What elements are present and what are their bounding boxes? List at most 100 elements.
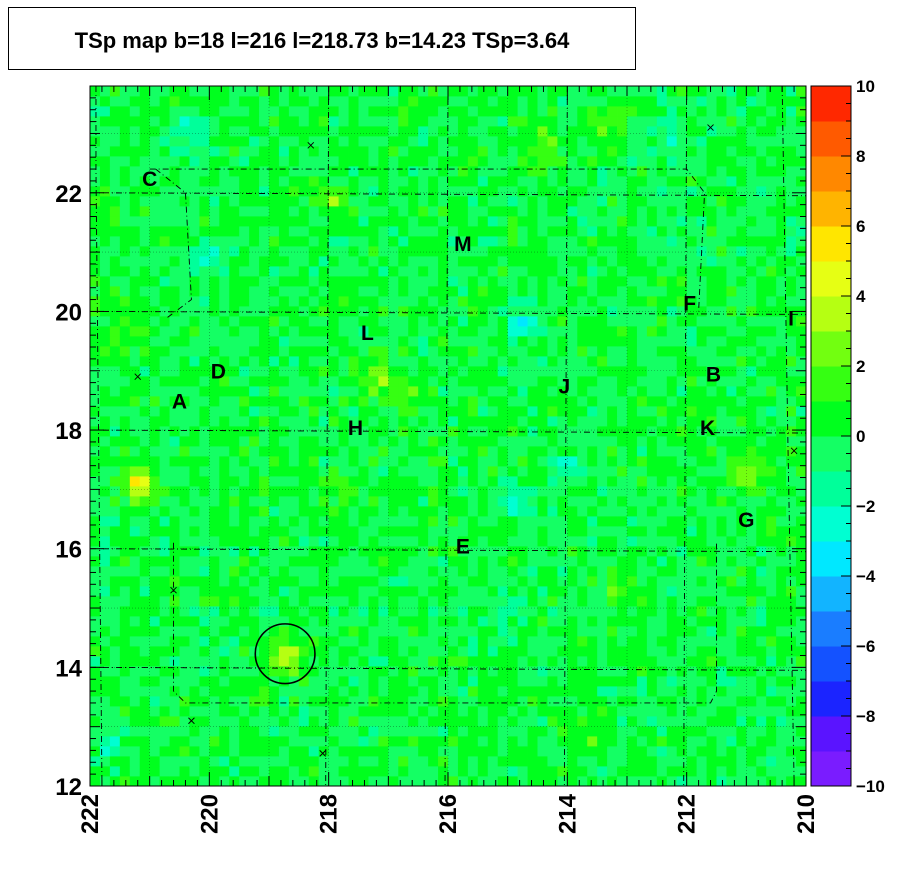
heat-cell bbox=[477, 106, 489, 117]
heat-cell bbox=[298, 296, 310, 307]
heat-cell bbox=[766, 456, 777, 467]
heat-cell bbox=[776, 656, 787, 667]
heat-cell bbox=[587, 126, 598, 137]
heat-cell bbox=[477, 536, 489, 547]
heat-cell bbox=[557, 516, 568, 527]
heat-cell bbox=[229, 316, 240, 327]
heat-cell bbox=[358, 716, 369, 727]
heat-cell bbox=[209, 496, 220, 507]
heat-cell bbox=[318, 466, 330, 477]
heat-cell bbox=[627, 776, 638, 787]
heat-cell bbox=[179, 156, 190, 167]
heat-cell bbox=[627, 626, 638, 637]
heat-cell bbox=[169, 86, 180, 97]
heat-cell bbox=[676, 396, 688, 407]
heat-cell bbox=[686, 396, 698, 407]
heat-cell bbox=[537, 596, 548, 607]
heat-cell bbox=[706, 616, 717, 627]
heat-cell bbox=[467, 216, 479, 227]
heat-cell bbox=[298, 116, 310, 127]
heat-cell bbox=[666, 216, 678, 227]
heat-cell bbox=[179, 526, 190, 537]
heat-cell bbox=[786, 566, 797, 577]
heat-cell bbox=[189, 486, 200, 497]
heat-cell bbox=[229, 706, 240, 717]
heat-cell bbox=[617, 96, 628, 107]
heat-cell bbox=[119, 286, 131, 297]
heat-cell bbox=[597, 336, 608, 347]
heat-cell bbox=[229, 426, 240, 437]
heat-cell bbox=[567, 116, 578, 127]
heat-cell bbox=[567, 506, 578, 517]
heat-cell bbox=[199, 516, 210, 527]
heat-cell bbox=[467, 716, 479, 727]
heat-cell bbox=[99, 606, 111, 617]
heat-cell bbox=[249, 136, 260, 147]
heat-cell bbox=[696, 746, 707, 757]
heat-cell bbox=[527, 346, 538, 357]
heat-cell bbox=[577, 716, 588, 727]
heat-cell bbox=[169, 116, 180, 127]
heat-cell bbox=[457, 476, 469, 487]
heat-cell bbox=[487, 366, 499, 377]
heat-cell bbox=[278, 246, 290, 257]
heat-cell bbox=[378, 616, 389, 627]
heat-cell bbox=[656, 206, 668, 217]
heat-cell bbox=[99, 256, 111, 267]
heat-cell bbox=[716, 116, 727, 127]
heat-cell bbox=[736, 416, 747, 427]
heat-cell bbox=[646, 716, 658, 727]
heat-cell bbox=[129, 536, 141, 547]
heat-cell bbox=[269, 456, 280, 467]
heat-cell bbox=[229, 686, 240, 697]
heat-cell bbox=[318, 146, 330, 157]
heat-cell bbox=[278, 176, 290, 187]
heat-cell bbox=[219, 416, 230, 427]
heat-cell bbox=[119, 426, 131, 437]
heat-cell bbox=[278, 706, 290, 717]
heat-cell bbox=[428, 116, 439, 127]
heat-cell bbox=[209, 306, 220, 317]
heat-cell bbox=[338, 666, 349, 677]
heat-cell bbox=[487, 646, 499, 657]
heat-cell bbox=[676, 236, 688, 247]
heat-cell bbox=[617, 626, 628, 637]
heat-cell bbox=[239, 626, 250, 637]
heat-cell bbox=[696, 316, 707, 327]
heat-cell bbox=[448, 426, 459, 437]
heat-cell bbox=[189, 366, 200, 377]
heat-cell bbox=[587, 426, 598, 437]
heat-cell bbox=[239, 666, 250, 677]
heat-cell bbox=[636, 576, 648, 587]
heat-cell bbox=[408, 336, 419, 347]
heat-cell bbox=[497, 756, 509, 767]
heat-cell bbox=[278, 656, 290, 667]
heat-cell bbox=[209, 716, 220, 727]
heat-cell bbox=[627, 426, 638, 437]
heat-cell bbox=[288, 366, 300, 377]
heat-cell bbox=[656, 436, 668, 447]
heat-cell bbox=[726, 646, 737, 657]
heat-cell bbox=[448, 686, 459, 697]
heat-cell bbox=[199, 536, 210, 547]
heat-cell bbox=[617, 116, 628, 127]
heat-cell bbox=[239, 496, 250, 507]
heat-cell bbox=[537, 356, 548, 367]
heat-cell bbox=[696, 466, 707, 477]
heat-cell bbox=[229, 246, 240, 257]
heat-cell bbox=[547, 226, 558, 237]
heat-cell bbox=[776, 616, 787, 627]
heat-cell bbox=[497, 746, 509, 757]
heat-cell bbox=[467, 176, 479, 187]
heat-cell bbox=[517, 96, 528, 107]
heat-cell bbox=[646, 326, 658, 337]
heat-cell bbox=[607, 356, 618, 367]
heat-cell bbox=[746, 706, 757, 717]
heat-cell bbox=[557, 586, 568, 597]
heat-cell bbox=[656, 506, 668, 517]
heat-cell bbox=[438, 126, 449, 137]
heat-cell bbox=[119, 166, 131, 177]
heat-cell bbox=[438, 516, 449, 527]
heat-cell bbox=[706, 266, 717, 277]
heat-cell bbox=[99, 626, 111, 637]
